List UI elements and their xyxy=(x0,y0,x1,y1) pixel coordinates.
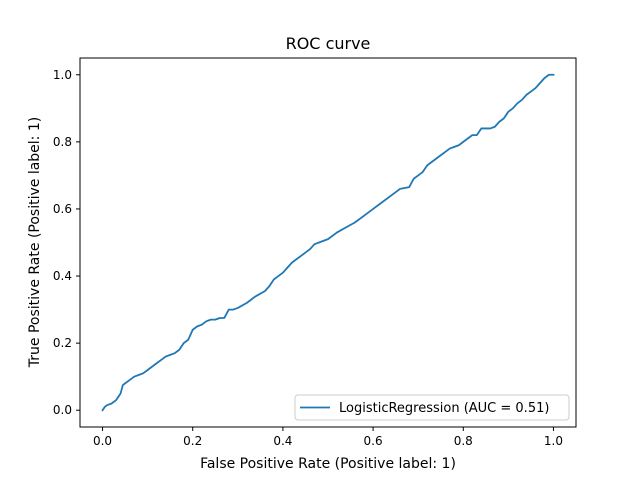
x-tick-label: 0.4 xyxy=(273,434,292,448)
y-tick-label: 0.6 xyxy=(53,202,72,216)
legend-box xyxy=(294,394,570,421)
legend: LogisticRegression (AUC = 0.51) xyxy=(294,394,570,421)
y-axis-ticks: 0.0 0.2 0.4 0.6 0.8 1.0 xyxy=(53,68,80,417)
y-tick-label: 0.0 xyxy=(53,403,72,417)
x-tick-label: 0.0 xyxy=(93,434,112,448)
plot-area xyxy=(80,58,576,427)
x-tick-label: 1.0 xyxy=(544,434,563,448)
x-tick-label: 0.6 xyxy=(364,434,383,448)
y-tick-label: 1.0 xyxy=(53,68,72,82)
roc-curve-line xyxy=(101,73,555,412)
y-tick-label: 0.2 xyxy=(53,336,72,350)
x-axis-label: False Positive Rate (Positive label: 1) xyxy=(200,456,456,472)
y-tick-label: 0.4 xyxy=(53,269,72,283)
x-tick-label: 0.2 xyxy=(183,434,202,448)
chart-title: ROC curve xyxy=(286,34,371,53)
legend-entry-label: LogisticRegression (AUC = 0.51) xyxy=(339,401,549,416)
x-axis-ticks: 0.0 0.2 0.4 0.6 0.8 1.0 xyxy=(93,427,563,448)
axes-frame xyxy=(79,57,577,428)
x-tick-label: 0.8 xyxy=(454,434,473,448)
y-tick-label: 0.8 xyxy=(53,135,72,149)
plot-background xyxy=(80,58,576,427)
y-axis-label: True Positive Rate (Positive label: 1) xyxy=(27,117,43,368)
